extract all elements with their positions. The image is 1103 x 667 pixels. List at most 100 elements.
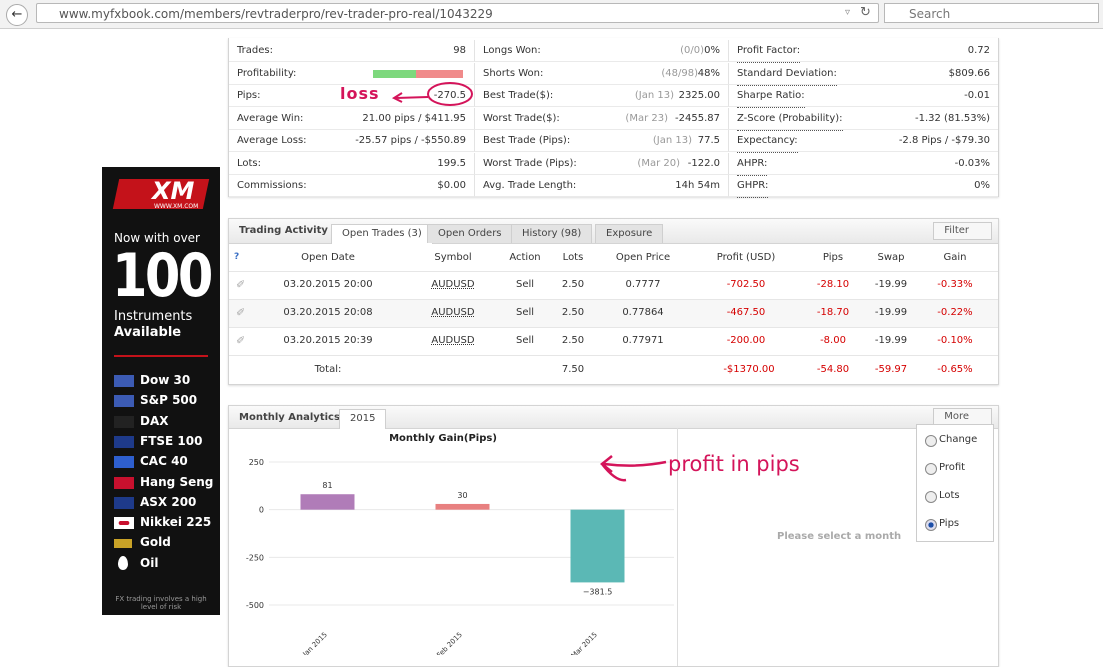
- stat-row: Avg. Trade Length: 14h 54m: [474, 175, 728, 197]
- panel-title: Monthly Analytics: [239, 412, 340, 423]
- stat-label: Longs Won:: [483, 45, 541, 56]
- advertisement[interactable]: XM WWW.XM.COM Now with over 100 Instrume…: [102, 167, 220, 615]
- oil-icon: [118, 555, 128, 570]
- stat-label: Sharpe Ratio:: [737, 85, 805, 108]
- browser-toolbar: ← www.myfxbook.com/members/revtraderpro/…: [0, 0, 1103, 29]
- stat-note: (Jan 13): [652, 135, 692, 146]
- placeholder: Please select a month: [777, 531, 902, 542]
- stat-row: GHPR: 0%: [728, 175, 998, 198]
- stat-label: Standard Deviation:: [737, 63, 837, 86]
- stat-label: Worst Trade($):: [483, 112, 560, 124]
- total-cell: Total:: [314, 364, 342, 375]
- ad-item: Gold: [140, 535, 171, 550]
- stat-row: Trades: 98: [229, 40, 474, 62]
- cell: -28.10: [816, 279, 850, 290]
- cell: Sell: [515, 307, 535, 318]
- dropdown-icon[interactable]: ▿: [845, 7, 851, 18]
- tab[interactable]: History (98): [511, 224, 593, 243]
- logo: XM: [152, 177, 195, 205]
- column-header: Lots: [562, 252, 584, 263]
- stat-value: 0.72: [967, 45, 990, 56]
- cell: 0.7777: [625, 279, 661, 290]
- data-label: 30: [457, 491, 467, 500]
- flag: [114, 435, 134, 448]
- stat-value: 98: [453, 45, 466, 56]
- flag: [114, 476, 134, 489]
- stat-value: -2.8 Pips / -$79.30: [898, 135, 990, 146]
- cell: AUDUSD: [431, 279, 475, 290]
- stat-row: Best Trade (Pips): 77.5 (Jan 13): [474, 130, 728, 152]
- stat-value: -2455.87: [675, 112, 720, 124]
- total-cell: -59.97: [874, 364, 908, 375]
- ad-item: CAC 40: [140, 454, 188, 469]
- flag: [114, 415, 134, 428]
- filter-button[interactable]: Filter: [933, 222, 992, 240]
- x-tick-label: Feb 2015: [435, 631, 464, 655]
- radio[interactable]: [925, 435, 937, 447]
- stat-label: Best Trade($):: [483, 90, 554, 101]
- separator: [114, 355, 208, 357]
- cell: -19.99: [874, 307, 908, 318]
- cell: -0.22%: [937, 307, 973, 318]
- cell: -19.99: [874, 279, 908, 290]
- column-header: Action: [509, 252, 541, 263]
- stat-row: Pips: -270.5: [229, 85, 474, 107]
- column-header: Gain: [943, 252, 967, 263]
- total-cell: 7.50: [561, 364, 585, 375]
- radio[interactable]: [925, 463, 937, 475]
- cell: 2.50: [561, 335, 585, 346]
- tab[interactable]: Exposure: [595, 224, 664, 243]
- options-menu: Change Profit Lots Pips: [916, 424, 994, 542]
- search-box[interactable]: Search: [884, 3, 1099, 23]
- stat-note: (Jan 13): [634, 90, 674, 101]
- reload-button[interactable]: ↻: [860, 5, 871, 20]
- ad-item: DAX: [140, 413, 169, 428]
- stat-row: Commissions: $0.00: [229, 175, 474, 197]
- radio[interactable]: [925, 519, 937, 531]
- stat-value: 77.5: [697, 135, 720, 146]
- attach-icon: ✐: [236, 278, 246, 291]
- stat-row: Z-Score (Probability): -1.32 (81.53%): [728, 107, 998, 131]
- stat-row: Standard Deviation: $809.66: [728, 62, 998, 86]
- stat-value: $0.00: [437, 180, 466, 191]
- stat-label: Pips:: [237, 90, 261, 101]
- stats-panel: Trades: 98 Profitability: Pips: -270.5 Averag…: [228, 38, 999, 198]
- option-label[interactable]: Pips: [939, 518, 960, 529]
- total-cell: -54.80: [816, 364, 850, 375]
- stat-value: -0.01: [964, 90, 990, 101]
- panel-title: Trading Activity: [239, 225, 328, 236]
- y-tick-label: 0: [259, 506, 264, 515]
- tab[interactable]: Open Trades (3): [331, 224, 433, 244]
- stat-label: Average Win:: [237, 112, 304, 124]
- stat-label: Avg. Trade Length:: [483, 180, 577, 191]
- stat-row: Shorts Won: 48% (48/98): [474, 62, 728, 85]
- option-label[interactable]: Lots: [939, 490, 960, 501]
- stat-row: Worst Trade (Pips): -122.0 (Mar 20): [474, 152, 728, 175]
- ad-item: S&P 500: [140, 393, 198, 408]
- ad-item: Hang Seng: [140, 474, 214, 489]
- stat-value: $809.66: [948, 67, 990, 79]
- tab[interactable]: 2015: [339, 409, 387, 429]
- cell: AUDUSD: [431, 335, 475, 346]
- data-label: 81: [322, 481, 332, 490]
- address-bar[interactable]: www.myfxbook.com/members/revtraderpro/re…: [36, 3, 879, 23]
- stat-row: Profitability:: [229, 63, 474, 85]
- option-label[interactable]: Profit: [939, 462, 966, 473]
- stat-label: Worst Trade (Pips):: [483, 157, 577, 169]
- stat-label: Shorts Won:: [483, 67, 544, 79]
- stat-label: Lots:: [237, 157, 262, 169]
- annotation-arrow: [599, 455, 667, 482]
- stat-row: Profit Factor: 0.72: [728, 40, 998, 63]
- back-button[interactable]: ←: [6, 4, 28, 26]
- radio[interactable]: [925, 491, 937, 503]
- annotation-arrow: [391, 82, 473, 106]
- cell: Sell: [515, 335, 535, 346]
- tab[interactable]: Open Orders: [427, 224, 513, 243]
- annotation: loss: [340, 84, 380, 103]
- cell: -702.50: [726, 279, 766, 290]
- option-label[interactable]: Change: [939, 434, 978, 445]
- x-tick-label: Mar 2015: [570, 631, 599, 655]
- cell: -467.50: [726, 307, 766, 318]
- stat-note: (Mar 20): [637, 157, 680, 169]
